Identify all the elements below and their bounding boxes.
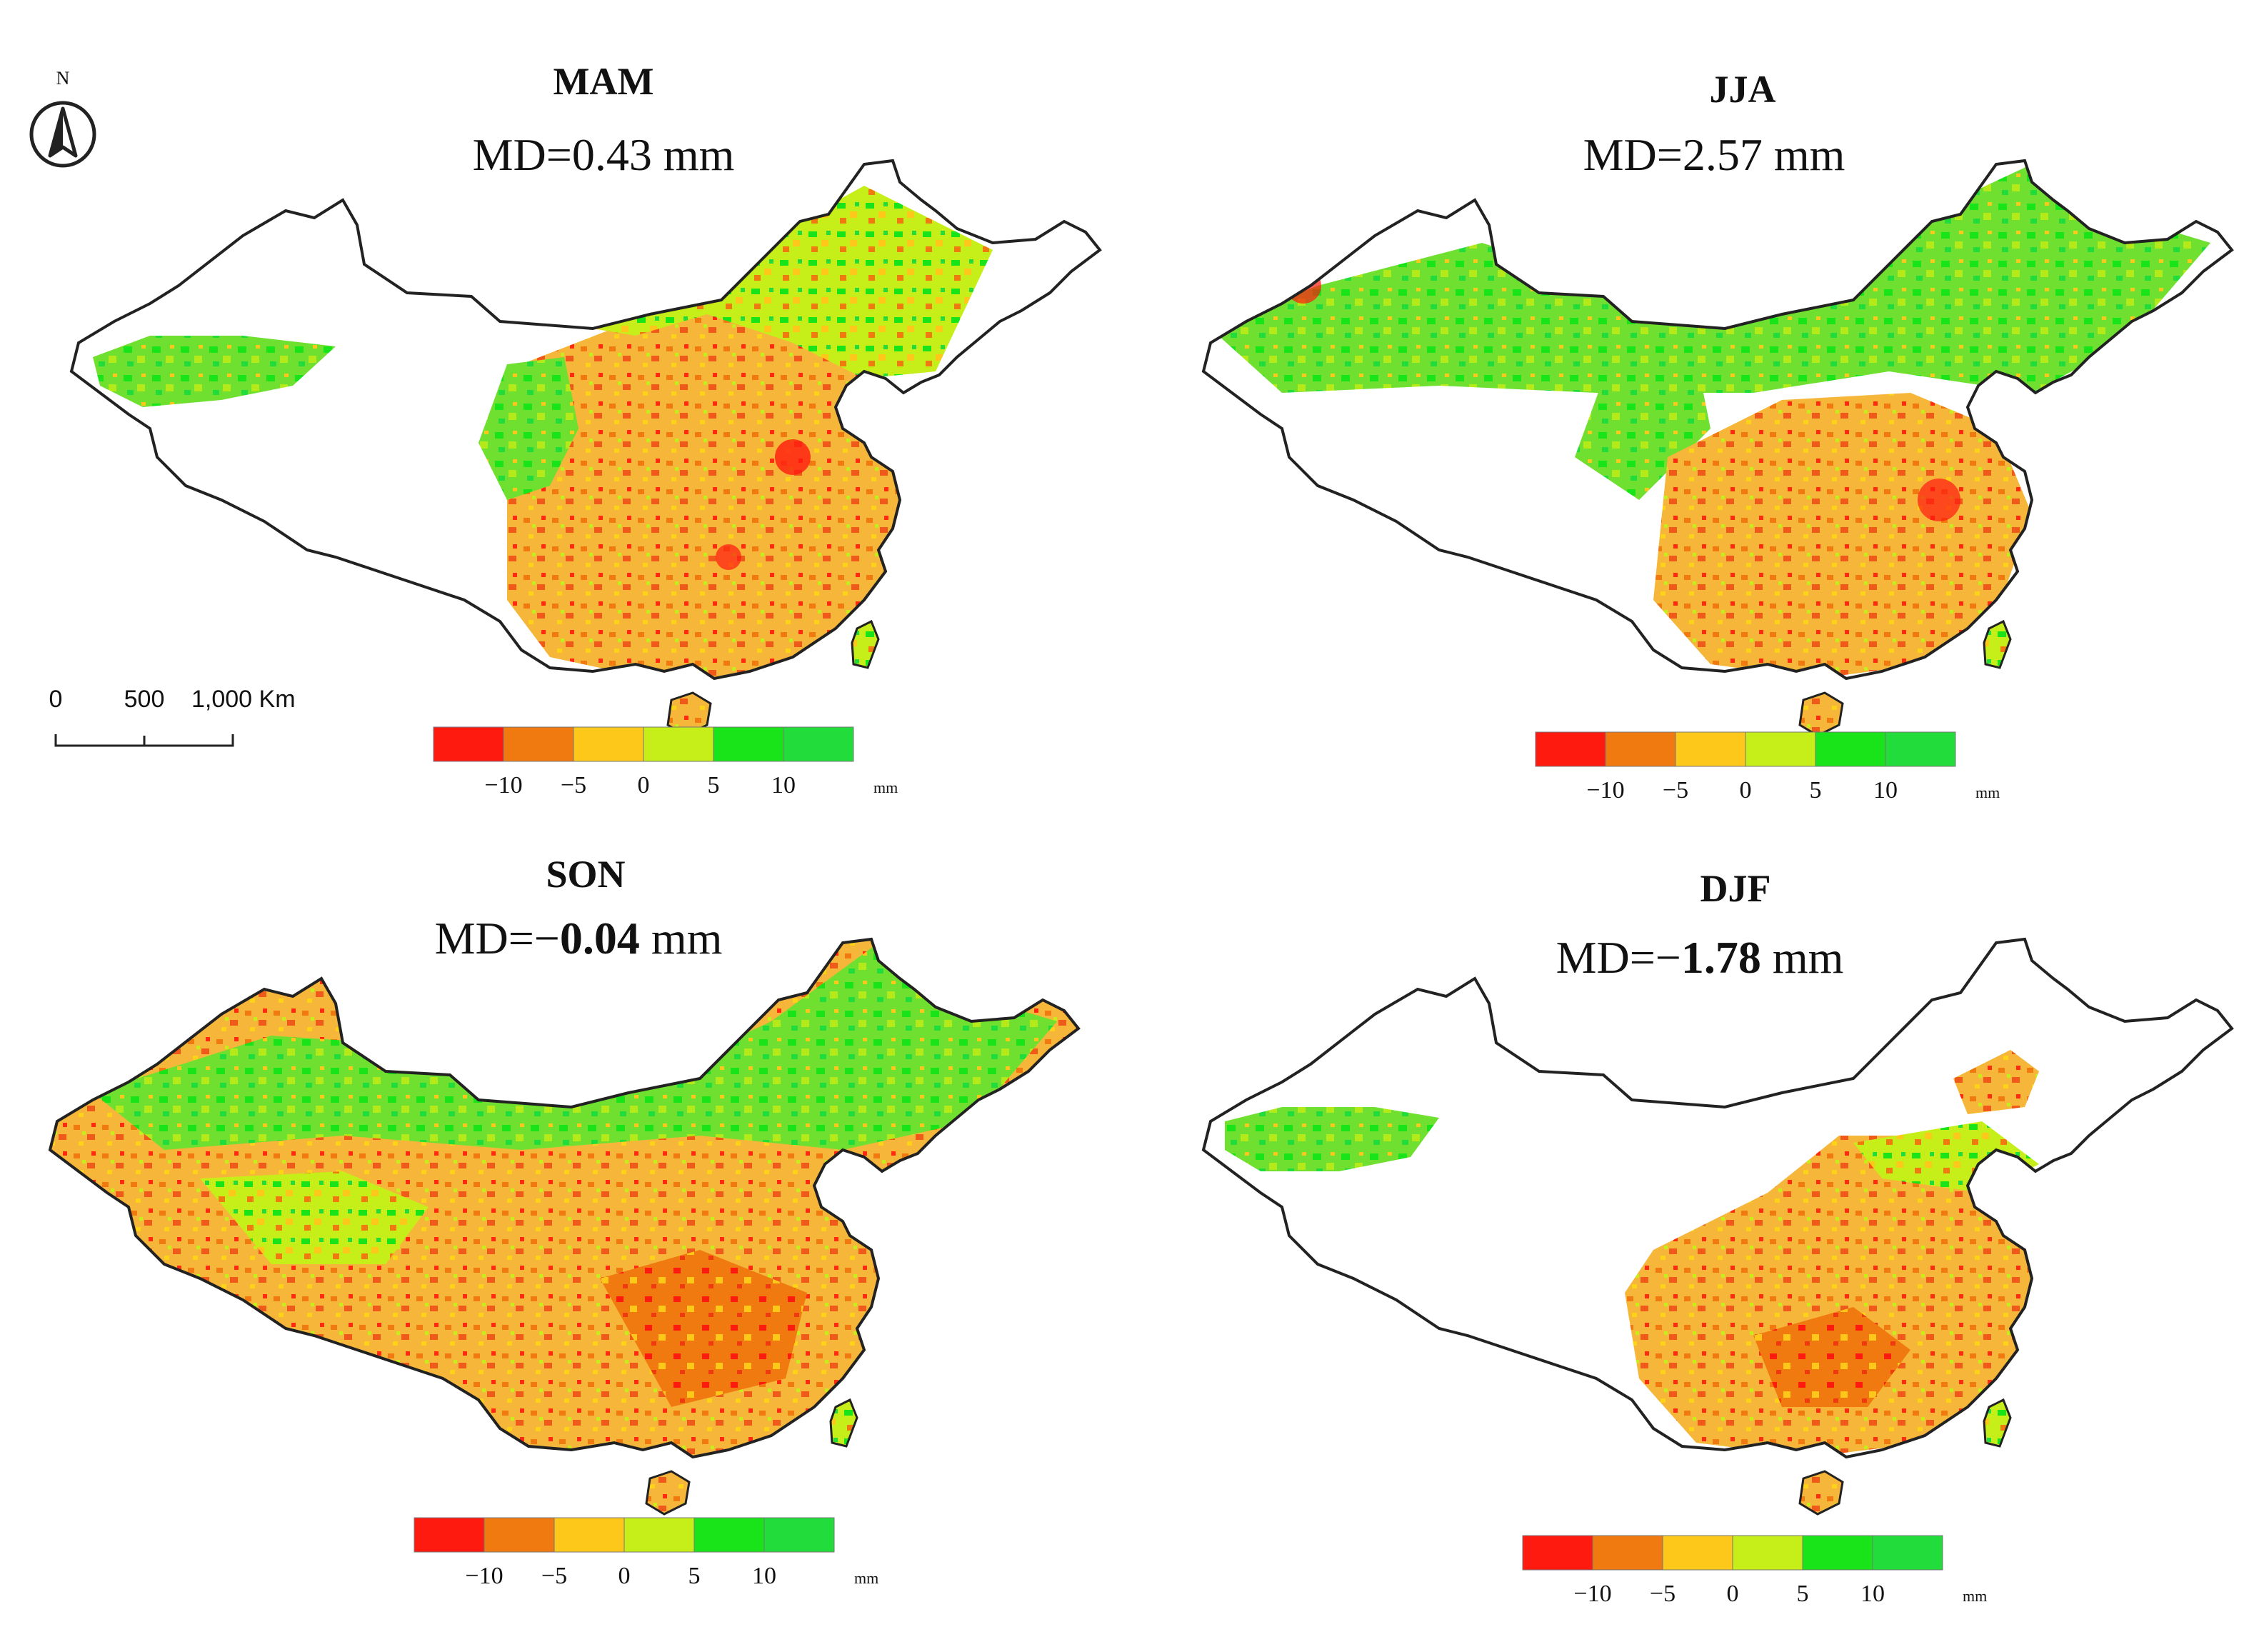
legend-unit: mm bbox=[873, 779, 898, 796]
legend-unit: mm bbox=[1963, 1587, 1987, 1605]
north-label: N bbox=[56, 68, 70, 89]
legend-swatch bbox=[1885, 731, 1956, 767]
scale-bar: 0 500 1,000 Km bbox=[49, 686, 296, 747]
legend-swatch bbox=[1605, 731, 1676, 767]
legend-swatch bbox=[1872, 1535, 1943, 1571]
legend-swatch bbox=[414, 1517, 485, 1553]
legend-swatch bbox=[693, 1517, 765, 1553]
legend-swatch bbox=[503, 726, 574, 762]
scale-label-0: 0 bbox=[49, 686, 63, 713]
legend-tick: −5 bbox=[1650, 1581, 1676, 1607]
legends: −10 −5 0 5 10 mm −10 −5 0 5 10 mm −10 −5 0 5 10 mm −10 −5 0 5… bbox=[414, 726, 2000, 1607]
panel-title-jja: JJA bbox=[1710, 68, 1776, 111]
legend-jja: −10 −5 0 5 10 mm bbox=[1535, 731, 2000, 804]
legend-swatch bbox=[713, 726, 784, 762]
md-label-djf: MD=−1.78 mm bbox=[1556, 932, 1844, 983]
legend-swatch bbox=[1675, 731, 1746, 767]
legend-tick: −10 bbox=[465, 1563, 503, 1589]
md-label-jja: MD=2.57 mm bbox=[1583, 129, 1845, 180]
legend-tick: 0 bbox=[1740, 777, 1752, 804]
legend-tick: 10 bbox=[752, 1563, 776, 1589]
legend-swatch bbox=[1802, 1535, 1873, 1571]
legend-swatch bbox=[484, 1517, 555, 1553]
legend-swatch bbox=[643, 726, 714, 762]
legend-swatch bbox=[433, 726, 504, 762]
legend-tick: 0 bbox=[1727, 1581, 1739, 1607]
legend-swatch bbox=[1535, 731, 1606, 767]
legend-tick: 5 bbox=[1797, 1581, 1809, 1607]
legend-tick: 5 bbox=[1810, 777, 1822, 804]
md-label-son: MD=−0.04 mm bbox=[435, 913, 723, 963]
legend-tick: −5 bbox=[1663, 777, 1688, 804]
panel-title-son: SON bbox=[546, 853, 625, 896]
scale-label-500: 500 bbox=[124, 686, 165, 713]
north-arrow: N bbox=[29, 68, 96, 168]
panel-labels: MAM MD=0.43 mm JJA MD=2.57 mm SON MD=−0.04 mm… bbox=[435, 60, 1845, 983]
legend-swatch bbox=[763, 1517, 835, 1553]
legend-swatch bbox=[623, 1517, 695, 1553]
legend-tick: 10 bbox=[771, 772, 796, 799]
legend-tick: 5 bbox=[688, 1563, 701, 1589]
legend-tick: −10 bbox=[1573, 1581, 1611, 1607]
legend-tick: 0 bbox=[618, 1563, 631, 1589]
legend-son: −10 −5 0 5 10 mm bbox=[414, 1517, 878, 1589]
legend-tick: −5 bbox=[561, 772, 586, 799]
legend-tick: 10 bbox=[1873, 777, 1898, 804]
panel-title-mam: MAM bbox=[554, 60, 654, 103]
legend-mam: −10 −5 0 5 10 mm bbox=[433, 726, 898, 799]
legend-swatch bbox=[1815, 731, 1886, 767]
legend-swatch bbox=[1522, 1535, 1593, 1571]
md-label-mam: MD=0.43 mm bbox=[473, 129, 735, 180]
legend-swatch bbox=[1745, 731, 1816, 767]
legend-unit: mm bbox=[1975, 784, 2000, 801]
legend-swatch bbox=[783, 726, 854, 762]
legend-swatch bbox=[554, 1517, 625, 1553]
legend-swatch bbox=[1662, 1535, 1733, 1571]
legend-tick: 10 bbox=[1860, 1581, 1885, 1607]
panel-title-djf: DJF bbox=[1700, 867, 1771, 910]
legend-tick: −5 bbox=[541, 1563, 567, 1589]
legend-swatch bbox=[1592, 1535, 1663, 1571]
legend-tick: −10 bbox=[484, 772, 522, 799]
legend-swatch bbox=[1732, 1535, 1803, 1571]
scale-label-1000: 1,000 Km bbox=[191, 686, 296, 713]
legend-djf: −10 −5 0 5 10 mm bbox=[1522, 1535, 1987, 1607]
legend-tick: 5 bbox=[708, 772, 720, 799]
legend-tick: 0 bbox=[638, 772, 650, 799]
legend-unit: mm bbox=[854, 1569, 878, 1587]
legend-tick: −10 bbox=[1586, 777, 1624, 804]
legend-swatch bbox=[573, 726, 644, 762]
